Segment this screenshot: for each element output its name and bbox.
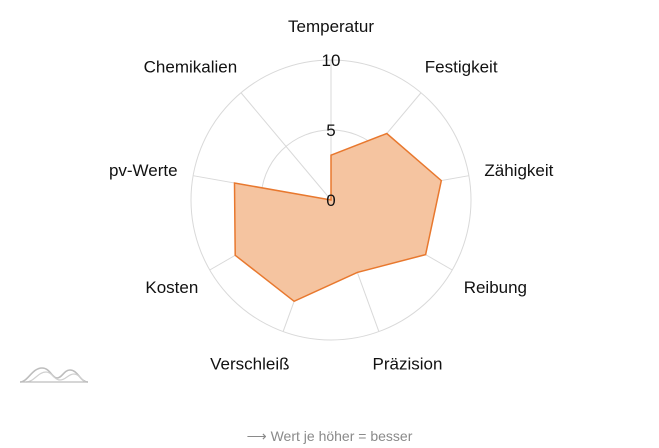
series-area-0 [233, 132, 443, 303]
axis-label-2: Zähigkeit [484, 161, 553, 180]
tick-label-10: 10 [322, 51, 341, 70]
tick-label-5: 5 [326, 121, 335, 140]
footnote: ⟶ Wert je höher = besser [246, 428, 413, 444]
wave-logo-icon [19, 367, 89, 383]
tick-label-0: 0 [326, 191, 335, 210]
spoke-8 [240, 92, 332, 201]
axis-label-7: pv-Werte [109, 161, 178, 180]
axis-label-1: Festigkeit [425, 58, 498, 77]
axis-label-5: Verschleiß [210, 355, 289, 374]
axis-label-6: Kosten [145, 278, 198, 297]
radial-tick-labels: 0 5 10 [322, 51, 341, 210]
axis-labels: Temperatur Festigkeit Zähigkeit Reibung Präz… [109, 17, 554, 374]
axis-label-8: Chemikalien [144, 58, 238, 77]
axis-label-3: Reibung [464, 278, 527, 297]
axis-label-0: Temperatur [288, 17, 374, 36]
axis-label-4: Präzision [373, 355, 443, 374]
radar-series [233, 132, 443, 303]
